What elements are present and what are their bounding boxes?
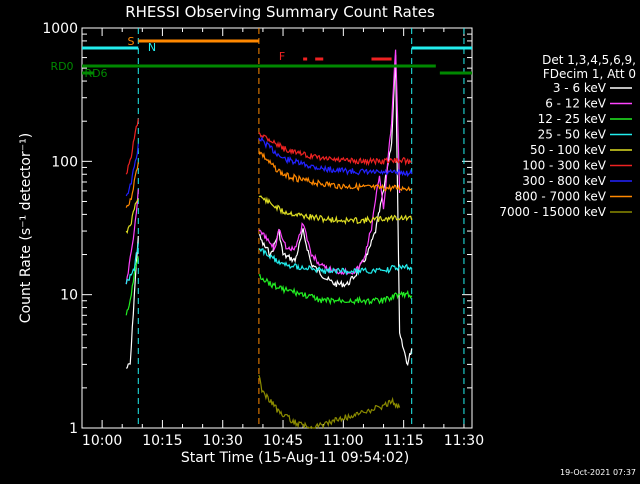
legend-entry-label: 50 - 100 keV <box>530 143 607 157</box>
state-bar-label: S <box>128 35 135 48</box>
state-bar-label: RD6 <box>84 67 107 80</box>
x-tick-label: 10:00 <box>82 433 122 449</box>
legend-entry-label: 300 - 800 keV <box>522 174 606 188</box>
series-line <box>125 150 412 208</box>
series-line <box>125 195 413 234</box>
legend-entry-label: 800 - 7000 keV <box>515 190 607 204</box>
series-line <box>125 49 401 285</box>
y-axis-label: Count Rate (s⁻¹ detector⁻¹) <box>18 133 34 323</box>
series-line <box>125 118 412 175</box>
x-axis-label: Start Time (15-Aug-11 09:54:02) <box>181 450 409 466</box>
x-tick-label: 10:30 <box>203 433 243 449</box>
y-tick-label: 100 <box>51 154 78 170</box>
state-bar-label: F <box>279 50 285 63</box>
timestamp-label: 19-Oct-2021 07:37 <box>560 468 636 477</box>
legend-entry-label: 6 - 12 keV <box>545 97 607 111</box>
x-tick-label: 11:15 <box>383 433 423 449</box>
state-bar-label: N <box>148 41 156 54</box>
legend-entry-label: 7000 - 15000 keV <box>499 205 606 219</box>
plot-frame <box>81 27 473 429</box>
legend-entry-label: 3 - 6 keV <box>553 81 607 95</box>
y-tick-label: 10 <box>60 288 78 304</box>
series-line <box>125 136 413 197</box>
legend-header: Det 1,3,4,5,6,9, <box>542 53 636 67</box>
x-tick-label: 10:45 <box>263 433 303 449</box>
series-line <box>258 374 401 430</box>
legend-entry-label: 12 - 25 keV <box>538 112 607 126</box>
x-tick-label: 10:15 <box>142 433 182 449</box>
x-tick-label: 11:00 <box>323 433 363 449</box>
legend-entry-label: 100 - 300 keV <box>522 159 606 173</box>
y-tick-label: 1 <box>69 421 78 437</box>
chart-title: RHESSI Observing Summary Count Rates <box>125 3 435 21</box>
series-line <box>125 54 413 369</box>
series-line <box>125 243 413 285</box>
legend-header: FDecim 1, Att 0 <box>543 67 636 81</box>
y-tick-label: 1000 <box>42 21 78 37</box>
legend-entry-label: 25 - 50 keV <box>538 128 607 142</box>
series-line <box>125 256 413 316</box>
state-bar-label: RD0 <box>50 60 73 73</box>
x-tick-label: 11:30 <box>444 433 484 449</box>
